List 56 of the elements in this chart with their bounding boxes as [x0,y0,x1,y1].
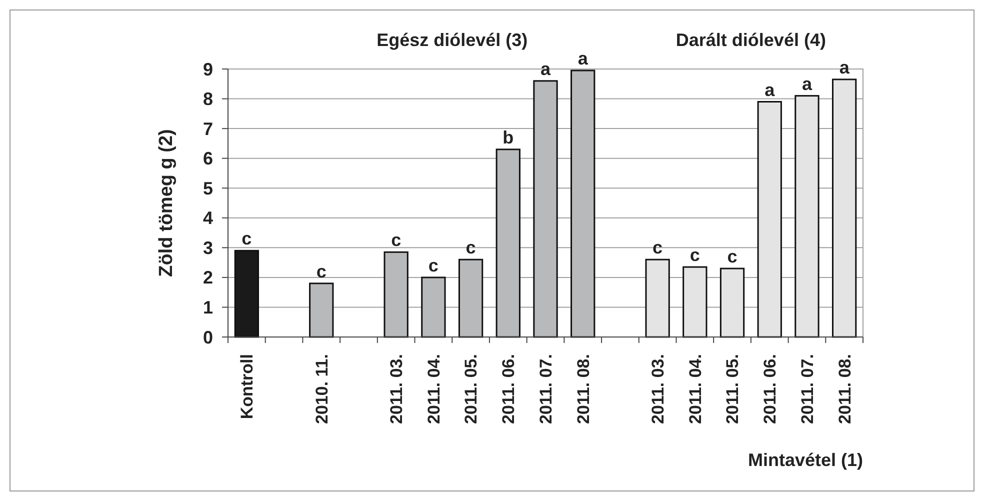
bar [421,276,446,338]
x-axis-title: Mintavétel (1) [748,450,863,470]
y-tick-label: 7 [202,118,213,139]
bar [832,78,857,338]
x-tick-label: Kontroll [238,354,257,420]
data-label: b [502,127,514,148]
bar [533,80,558,338]
data-label: a [764,80,776,100]
x-tick-label: 2011. 05. [462,354,481,424]
x-tick-label: 2011. 06. [499,354,518,424]
y-tick-label: 3 [202,238,213,258]
bar [794,95,820,338]
x-tick-label: 2011. 05. [723,354,742,424]
data-label: c [690,245,700,266]
bar [645,258,670,338]
series-label: Darált diólevél (4) [676,30,826,50]
bar [496,148,520,338]
y-tick-label: 0 [202,327,213,348]
x-tick-label: 2011. 03. [648,354,668,424]
x-tick-label: 2011. 08. [574,354,593,424]
x-tick-label: 2011. 07. [536,354,556,424]
data-label: a [578,48,589,68]
bar [309,282,334,338]
bar [720,268,745,338]
y-tick-label: 1 [202,298,213,318]
data-label: a [802,74,813,94]
bar [458,258,484,338]
y-axis-title: Zöld tömeg g (2) [156,129,177,277]
x-tick-label: 2011. 03. [387,354,406,424]
y-tick-label: 6 [202,148,213,169]
data-label: c [466,238,476,258]
x-tick-label: 2011. 04. [424,354,444,424]
x-tick-label: 2011. 08. [835,354,854,424]
y-tick-label: 5 [202,178,213,198]
bar [234,250,260,338]
bar [570,70,596,338]
bar [757,101,782,338]
y-tick-label: 8 [202,89,213,110]
data-label: c [242,228,252,249]
data-label: c [428,255,438,276]
bar [682,266,708,338]
data-label: c [727,246,738,267]
data-label: c [316,261,326,282]
y-tick-label: 9 [202,59,213,80]
x-tick-label: 2011. 06. [760,354,780,424]
data-label: a [540,58,552,79]
x-tick-label: 2010. 11. [312,354,332,424]
series-label: Egész diólevél (3) [376,30,528,50]
y-tick-label: 2 [202,268,213,288]
bar [384,251,408,338]
data-label: c [652,238,663,258]
data-label: c [391,230,402,250]
data-label: a [839,57,850,78]
x-tick-label: 2011. 04. [686,354,705,424]
x-tick-label: 2011. 07. [798,354,817,424]
y-tick-label: 4 [202,208,213,228]
